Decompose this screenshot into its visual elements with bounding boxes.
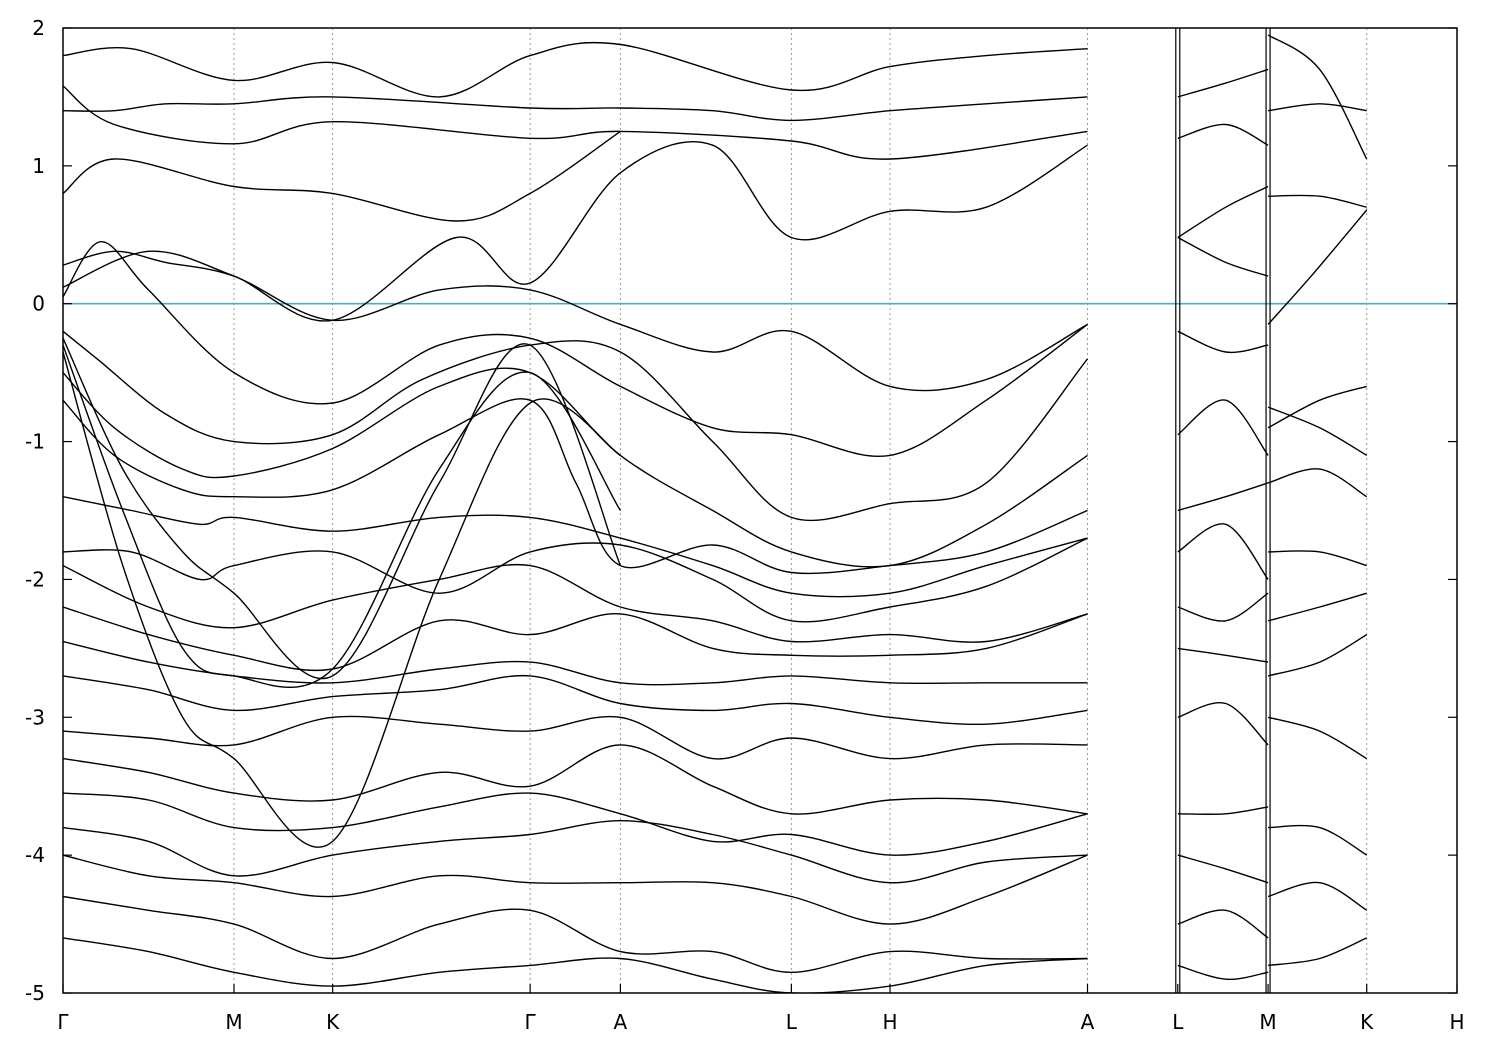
band-line-2 (63, 141, 1088, 322)
ytick-label-1: 1 (32, 154, 45, 178)
band-line-11 (63, 537, 1088, 623)
xtick-label-1: M (225, 1010, 242, 1034)
band-line-46 (1268, 550, 1367, 567)
band-line-23 (63, 337, 622, 680)
band-line-19 (63, 820, 1088, 884)
ytick-label-4: -2 (25, 567, 45, 591)
band-line-51 (1267, 881, 1368, 911)
band-line-30 (1177, 482, 1269, 512)
xtick-label-9: M (1259, 1010, 1276, 1034)
y-axis-ticks: 2 1 0 -1 -2 -3 -4 -5 (25, 16, 1457, 1005)
band-line-14 (63, 640, 1088, 686)
band-line-25 (63, 351, 621, 848)
band-line-20 (63, 854, 1088, 925)
band-line-38 (1177, 964, 1269, 980)
band-line-3 (63, 130, 621, 222)
xtick-label-11: H (1449, 1010, 1464, 1034)
xtick-label-5: L (786, 1010, 798, 1034)
band-line-17 (63, 744, 1088, 815)
xtick-label-6: H (883, 1010, 898, 1034)
band-line-36 (1177, 854, 1269, 884)
band-line-24 (63, 344, 621, 688)
band-line-50 (1268, 824, 1368, 856)
band-line-1 (63, 240, 1088, 458)
plot-frame (62, 27, 1458, 994)
xtick-label-3: Γ (525, 1010, 537, 1034)
band-line-10 (63, 496, 1088, 598)
band-line-22 (63, 937, 1088, 993)
band-line-8 (63, 367, 1088, 568)
band-line-26 (1177, 185, 1269, 239)
band-line-31 (1177, 523, 1269, 580)
xtick-label-0: Γ (57, 1010, 69, 1034)
band-line-12 (63, 564, 1088, 643)
segment-break-lines (1175, 28, 1271, 993)
band-line-53 (1268, 103, 1367, 112)
xtick-label-2: K (326, 1010, 340, 1034)
band-line-35 (1177, 806, 1269, 815)
band-line-13 (63, 606, 1088, 672)
xtick-label-4: A (614, 1010, 628, 1034)
band-line-37 (1177, 909, 1269, 939)
band-line-21 (63, 895, 1088, 973)
band-line-15 (63, 674, 1088, 726)
ytick-label-7: -5 (25, 981, 45, 1005)
band-lines (63, 34, 1368, 993)
ytick-label-3: -1 (25, 430, 45, 454)
band-line-29 (1177, 399, 1269, 456)
band-line-7 (63, 330, 1089, 522)
band-line-44 (1267, 406, 1368, 457)
band-line-47 (1267, 592, 1367, 622)
band-line-43 (1267, 385, 1367, 429)
xtick-label-10: K (1360, 1010, 1374, 1034)
band-line-39 (1177, 68, 1269, 98)
band-line-45 (1267, 468, 1368, 498)
ytick-label-2: 0 (32, 292, 45, 316)
xtick-label-7: A (1081, 1010, 1095, 1034)
ytick-label-0: 2 (32, 16, 45, 40)
band-line-18 (63, 792, 1088, 856)
band-line-49 (1267, 716, 1368, 760)
high-symmetry-gridlines (233, 28, 1368, 993)
ytick-label-6: -4 (25, 843, 45, 867)
ytick-label-5: -3 (25, 705, 45, 729)
band-line-42 (1267, 209, 1368, 325)
band-line-48 (1267, 633, 1368, 677)
band-line-0 (63, 250, 1088, 392)
band-line-27 (1177, 236, 1269, 277)
band-line-6 (63, 85, 1088, 160)
band-line-16 (63, 715, 1088, 760)
band-line-52 (1268, 937, 1367, 967)
band-line-54 (1267, 34, 1368, 160)
band-line-28 (1177, 330, 1269, 354)
band-line-40 (1177, 123, 1269, 146)
band-line-4 (63, 96, 1088, 122)
band-line-9 (63, 398, 1088, 575)
band-line-33 (1177, 647, 1269, 663)
band-line-5 (63, 41, 1088, 98)
band-line-41 (1268, 194, 1367, 208)
xtick-label-8: L (1172, 1010, 1184, 1034)
band-line-34 (1177, 701, 1269, 746)
band-line-32 (1177, 592, 1269, 622)
